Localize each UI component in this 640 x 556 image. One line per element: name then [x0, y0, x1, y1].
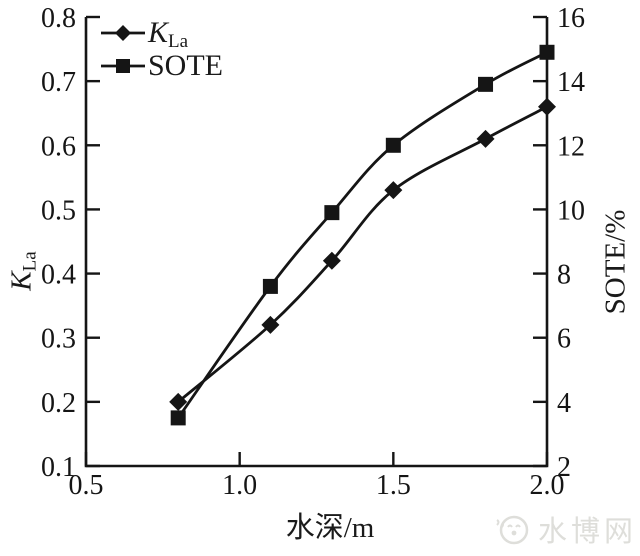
- square-marker-icon: [101, 58, 145, 73]
- y-left-tick-label: 0.4: [41, 260, 76, 291]
- x-tick-label: 2.0: [530, 470, 565, 501]
- watermark-text: 水博网: [538, 516, 638, 548]
- y-right-tick-label: 8: [557, 260, 571, 291]
- diamond-marker-icon: [101, 24, 145, 41]
- watermark-logo-icon: [496, 515, 529, 545]
- y-axis-label-right: SOTE/%: [599, 209, 632, 315]
- y-left-tick-label: 0.8: [41, 3, 76, 34]
- y-left-tick-label: 0.6: [41, 131, 76, 162]
- legend-item-kla: KLa: [100, 15, 223, 52]
- x-tick-label: 1.0: [222, 470, 257, 501]
- y-right-tick-label: 2: [557, 452, 571, 483]
- y-right-tick-label: 16: [557, 3, 585, 34]
- diamond-data-marker: [169, 392, 188, 411]
- x-tick-label: 1.5: [376, 470, 411, 501]
- y-axis-label-left: KLa: [5, 251, 41, 291]
- y-left-tick-label: 0.7: [41, 67, 76, 98]
- y-left-tick-label: 0.1: [41, 452, 76, 483]
- legend-item-sote: SOTE: [100, 49, 223, 82]
- square-data-marker: [262, 278, 278, 294]
- diamond-data-marker: [538, 97, 556, 116]
- square-data-marker: [170, 410, 186, 426]
- series-line-sote: [177, 51, 548, 419]
- square-data-marker: [478, 76, 494, 92]
- diamond-data-marker: [261, 315, 280, 334]
- y-right-tick-label: 12: [557, 131, 585, 162]
- diamond-data-marker: [322, 251, 341, 270]
- y-right-tick-label: 6: [557, 324, 571, 355]
- square-data-marker: [324, 205, 340, 221]
- series-line-kla: [177, 105, 548, 403]
- y-left-tick-label: 0.3: [41, 324, 76, 355]
- square-data-marker: [385, 137, 401, 153]
- legend-label-kla: KLa: [148, 15, 189, 52]
- x-axis-label: 水深/m: [285, 512, 375, 544]
- legend-label-sote: SOTE: [148, 48, 223, 82]
- y-left-tick-label: 0.5: [41, 195, 76, 226]
- diamond-data-marker: [384, 181, 403, 200]
- y-right-tick-label: 4: [557, 388, 571, 419]
- y-right-tick-label: 10: [557, 195, 585, 226]
- x-tick-label: 0.5: [69, 470, 104, 501]
- y-right-tick-label: 14: [557, 67, 585, 98]
- y-left-tick-label: 0.2: [41, 388, 76, 419]
- watermark: 水博网: [494, 508, 637, 550]
- square-data-marker: [539, 44, 555, 60]
- legend: KLa SOTE: [100, 16, 223, 82]
- diamond-data-marker: [476, 129, 495, 148]
